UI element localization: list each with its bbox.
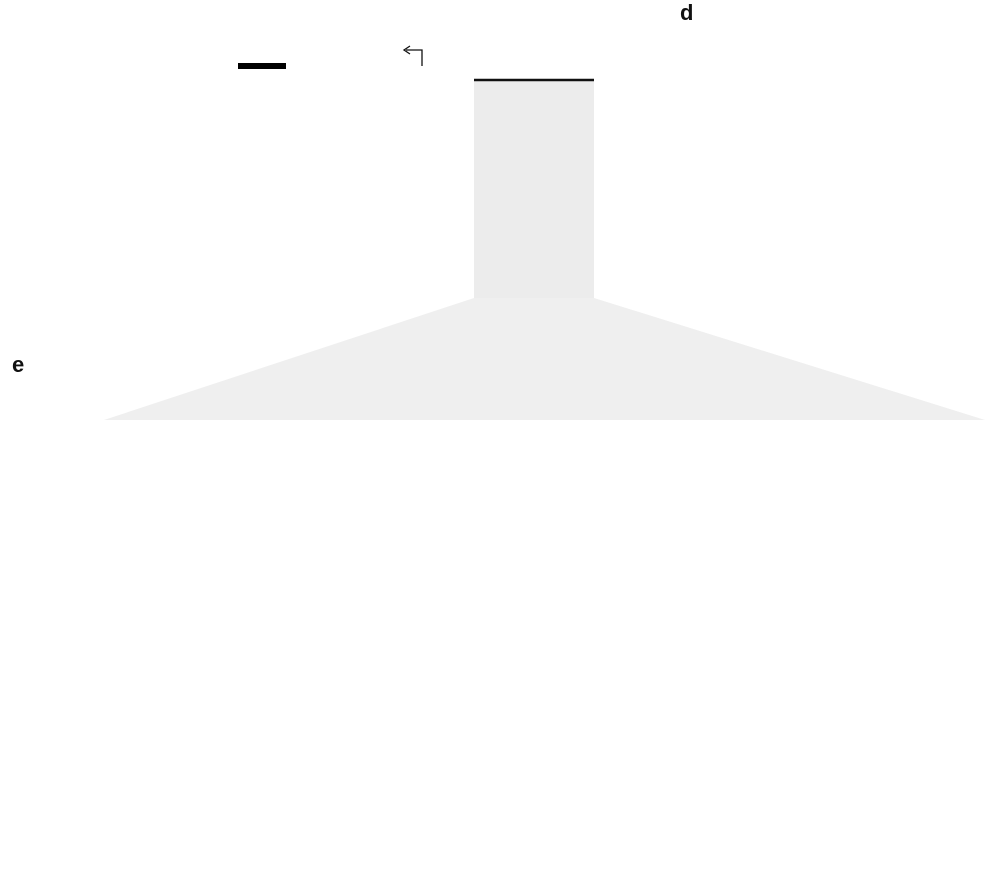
zoom-funnel bbox=[104, 298, 985, 420]
tss-arrowhead-icon bbox=[402, 45, 411, 55]
gene-exon bbox=[238, 63, 286, 69]
gene-model bbox=[238, 45, 423, 69]
panel-d-letter: d bbox=[680, 0, 694, 25]
target-region-highlight bbox=[474, 80, 594, 298]
panel-e-letter: e bbox=[12, 352, 25, 377]
tss-arrow-icon bbox=[406, 49, 423, 66]
